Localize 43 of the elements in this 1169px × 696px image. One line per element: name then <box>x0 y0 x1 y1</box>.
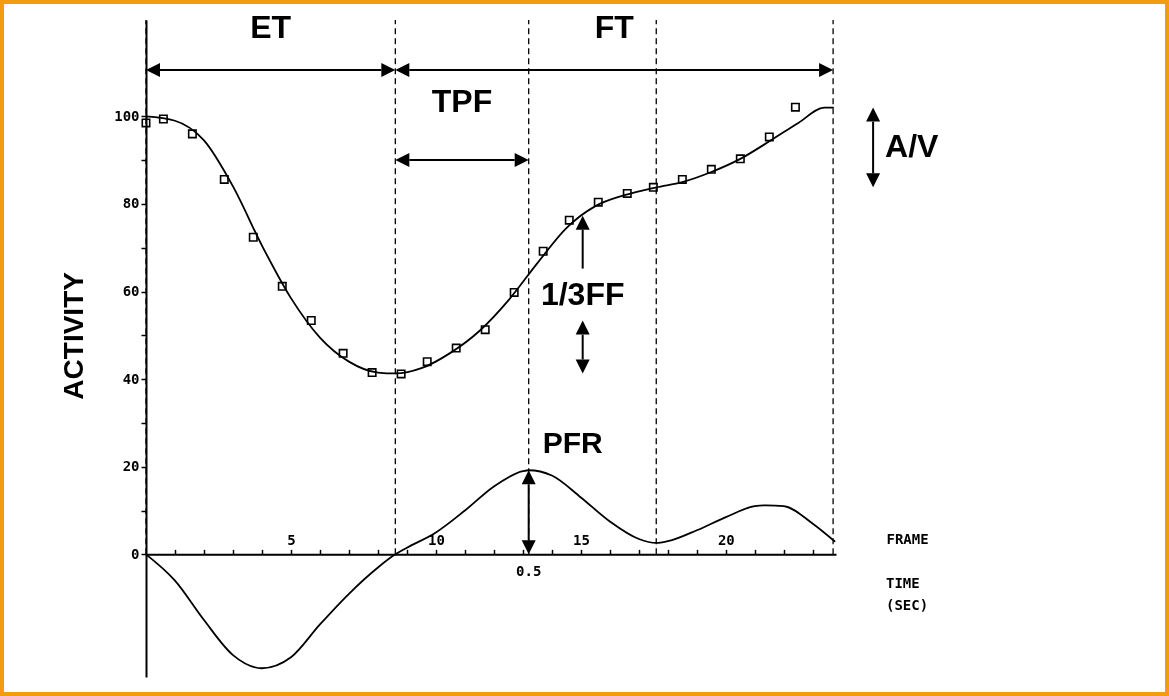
point <box>564 215 574 225</box>
annotation: TPF <box>431 83 493 119</box>
point <box>790 102 800 112</box>
annotation: ET <box>250 9 292 45</box>
point <box>396 369 406 379</box>
point <box>764 132 774 142</box>
annotation: 0.5 <box>516 563 542 580</box>
point <box>622 188 632 198</box>
point <box>480 325 490 335</box>
annotation: 1/3FF <box>540 275 625 312</box>
text: TIME (SEC) <box>886 575 929 614</box>
point <box>509 287 519 297</box>
y-tick-label: 60 <box>122 283 140 300</box>
point <box>735 154 745 164</box>
point <box>593 197 603 207</box>
point <box>187 129 197 139</box>
point <box>248 232 258 242</box>
x-tick-label: 5 <box>287 531 296 548</box>
y-tick-label: 0 <box>131 545 140 562</box>
point <box>706 164 716 174</box>
point <box>422 357 432 367</box>
point <box>306 315 316 325</box>
x-tick-label: 20 <box>717 531 735 548</box>
point <box>277 281 287 291</box>
y-tick-label: 40 <box>122 370 140 387</box>
point <box>677 174 687 184</box>
point <box>648 182 658 192</box>
text: A/V <box>885 128 940 165</box>
x-tick-label: 15 <box>572 531 590 548</box>
y-tick-label: 20 <box>122 458 140 475</box>
y-axis-title: ACTIVITY <box>57 271 89 400</box>
y-tick-label: 100 <box>114 107 140 124</box>
point <box>538 246 548 256</box>
point <box>219 174 229 184</box>
x-tick-label: 10 <box>427 531 445 548</box>
point <box>367 368 377 378</box>
annotation: PFR <box>542 426 604 460</box>
point <box>451 343 461 353</box>
x-axis-title: FRAME <box>886 530 929 547</box>
annotation: FT <box>594 9 635 45</box>
y-tick-label: 80 <box>122 195 140 212</box>
point <box>158 114 168 124</box>
point <box>338 348 348 358</box>
